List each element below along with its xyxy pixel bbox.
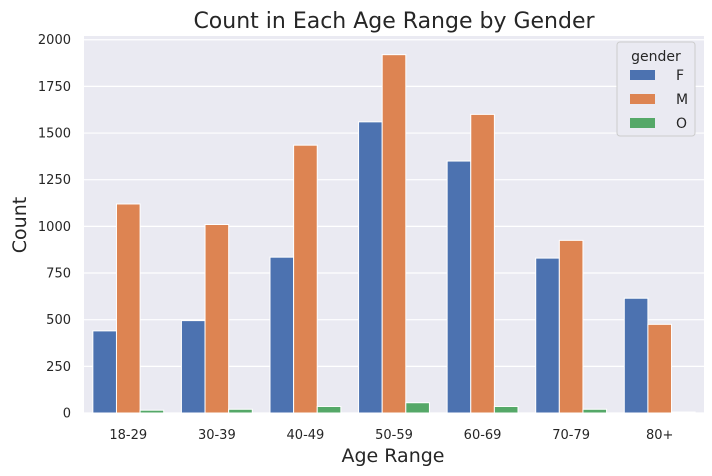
legend-entry: F: [676, 68, 684, 84]
bar: [558, 239, 584, 414]
legend: gender FMO: [616, 41, 696, 137]
y-tick-label: 1250: [38, 173, 71, 188]
legend-entry: M: [676, 92, 688, 108]
bar: [139, 409, 165, 414]
bar: [623, 297, 649, 414]
bar: [381, 54, 407, 414]
x-tick-label: 50-59: [375, 428, 413, 443]
y-tick-label: 1750: [38, 80, 71, 95]
x-tick-label: 70-79: [552, 428, 590, 443]
bar: [647, 323, 673, 414]
bar: [92, 330, 117, 414]
bars: [92, 54, 696, 414]
legend-swatch: [630, 118, 655, 128]
x-tick-label: 60-69: [464, 428, 502, 443]
legend-entry: O: [676, 116, 687, 132]
bar: [470, 113, 495, 414]
bar: [493, 405, 519, 414]
y-axis-label: Count: [9, 197, 31, 253]
y-tick-label: 1500: [38, 127, 71, 142]
y-tick-label: 2000: [38, 33, 71, 48]
x-tick-label: 18-29: [109, 428, 147, 443]
legend-frame: [616, 41, 696, 137]
chart-title: Count in Each Age Range by Gender: [193, 9, 595, 34]
bar: [582, 408, 608, 414]
bar: [405, 402, 430, 414]
legend-title: gender: [631, 49, 681, 65]
bar: [228, 408, 253, 414]
bar: [293, 144, 318, 414]
y-tick-labels: 0 250 500 750 1000 1250 1500 1750 2000: [38, 33, 71, 421]
x-tick-labels: 18-29 30-39 40-49 50-59 60-69 70-79 80+: [109, 428, 673, 443]
bar: [316, 405, 342, 414]
legend-swatch: [630, 94, 655, 104]
bar: [180, 320, 206, 414]
bar: [115, 203, 141, 414]
x-tick-label: 80+: [646, 428, 673, 443]
x-axis-label: Age Range: [341, 445, 444, 467]
x-tick-label: 30-39: [198, 428, 236, 443]
y-tick-label: 250: [46, 360, 71, 375]
y-tick-label: 1000: [38, 220, 71, 235]
bar: [204, 224, 230, 414]
legend-items: FMO: [630, 68, 688, 132]
bar: [269, 256, 295, 414]
bar: [535, 257, 560, 414]
legend-swatch: [630, 70, 655, 80]
y-tick-label: 750: [46, 267, 71, 282]
y-tick-label: 500: [46, 313, 71, 328]
y-tick-label: 0: [63, 407, 71, 422]
bar: [446, 160, 472, 414]
bar: [671, 411, 696, 414]
bar: [358, 121, 383, 414]
x-tick-label: 40-49: [287, 428, 325, 443]
